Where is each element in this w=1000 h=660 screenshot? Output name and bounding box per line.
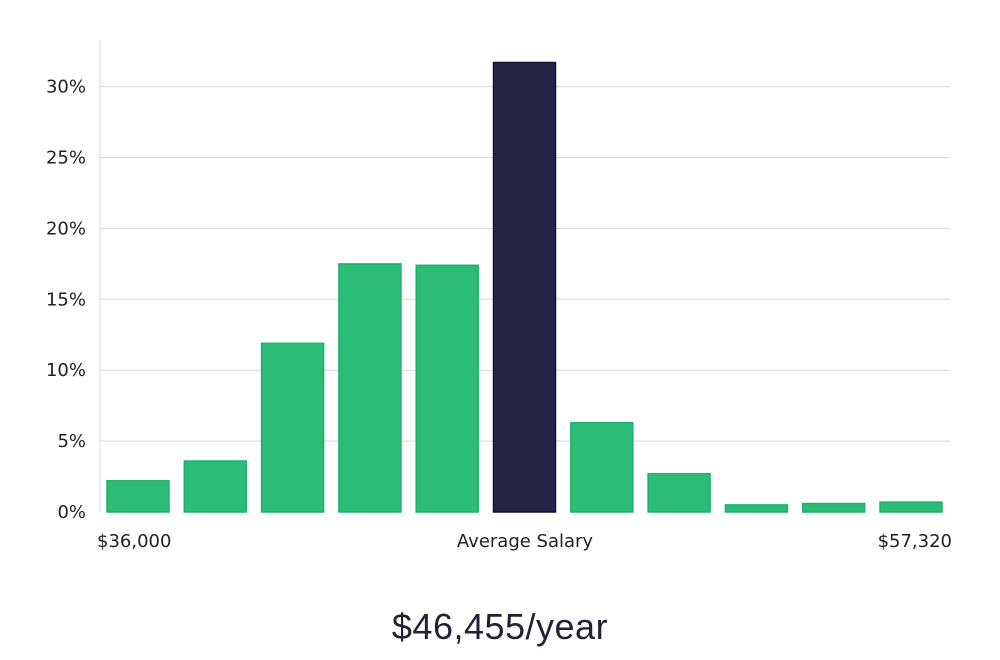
y-tick-label: 10% — [46, 360, 86, 381]
bar — [724, 504, 789, 513]
average-salary-value: $46,455/year — [391, 606, 609, 647]
x-label-max: $57,320 — [878, 531, 952, 552]
bar-average-salary — [492, 61, 557, 513]
salary-histogram: 0% 5% 10% 15% 20% 25% 30% $36,000 Average Sala… — [46, 40, 952, 552]
bar — [647, 472, 711, 513]
bar — [570, 421, 634, 513]
y-tick-label: 15% — [46, 289, 86, 310]
x-label-min: $36,000 — [97, 531, 171, 552]
bar — [879, 501, 943, 513]
bar — [415, 264, 479, 513]
bar — [338, 263, 402, 513]
y-tick-label: 30% — [46, 77, 86, 98]
bar — [260, 342, 325, 513]
x-label-average: Average Salary — [457, 531, 594, 552]
bar — [183, 460, 248, 513]
y-tick-label: 25% — [46, 148, 86, 169]
y-tick-label: 0% — [57, 502, 86, 523]
y-tick-label: 20% — [46, 218, 86, 239]
y-tick-label: 5% — [57, 431, 86, 452]
bar — [106, 480, 170, 513]
bar — [801, 502, 866, 513]
